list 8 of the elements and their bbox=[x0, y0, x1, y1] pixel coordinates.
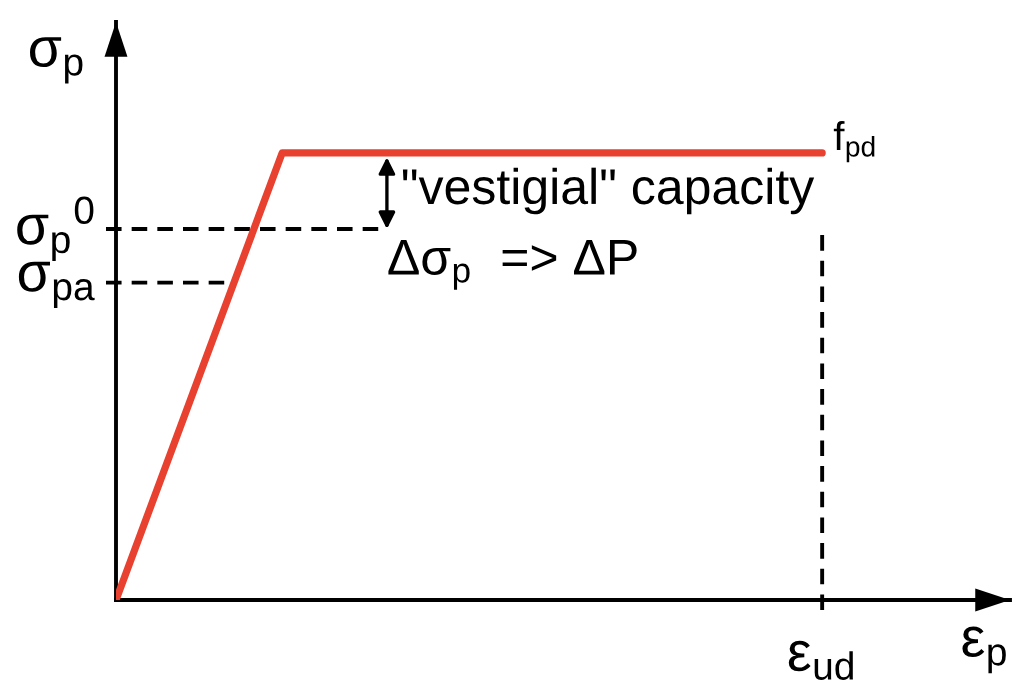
annotation: Δσ$_{p}$ => ΔP bbox=[388, 240, 637, 290]
text: ε$_{ud}$ bbox=[788, 640, 853, 680]
ref-line-label: σ$_{p}$$^{0}$ bbox=[17, 196, 94, 262]
annotation: "vestigial" capacity bbox=[402, 167, 815, 215]
x-axis-title: ε$_{p}$ bbox=[962, 626, 1006, 674]
annotation: f$_{pd}$ bbox=[833, 120, 875, 163]
y-axis-title: σ$_{p}$ bbox=[30, 37, 83, 84]
ref-line-label: σ$_{pa}$ bbox=[18, 261, 95, 309]
